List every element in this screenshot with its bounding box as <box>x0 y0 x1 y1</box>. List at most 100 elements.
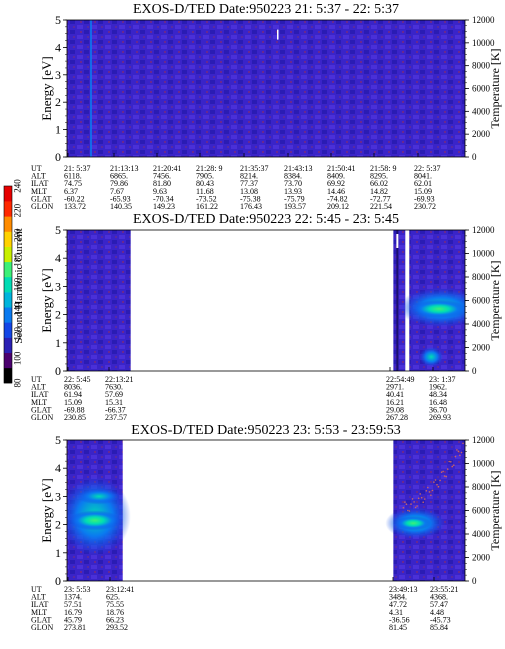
y2-tick-label: 12000 <box>472 435 495 445</box>
table-cell: 23:12:41 <box>106 585 134 594</box>
y2-tick-label: 10000 <box>472 249 495 259</box>
y-tick-label: 2 <box>55 95 61 109</box>
colorbar-swatch <box>4 292 12 308</box>
table-row-label: UT <box>31 585 42 594</box>
table-cell: -45.73 <box>430 615 451 624</box>
temperature-point <box>439 479 441 482</box>
y2-tick-label: 10000 <box>472 38 495 48</box>
table-cell: 21:50:41 <box>327 164 355 173</box>
y2-tick-label: 0 <box>472 152 477 162</box>
table-row-label: GLON <box>31 202 53 211</box>
table-cell: 176.43 <box>240 202 262 211</box>
table-row-label: GLON <box>31 413 53 422</box>
table-cell: 7.67 <box>110 187 124 196</box>
y2-axis-label: Temperature [K] <box>488 470 502 550</box>
table-cell: 193.57 <box>284 202 306 211</box>
table-cell: 66.23 <box>106 615 124 624</box>
table-cell: 22: 5:45 <box>64 375 90 384</box>
y-tick-label: 2 <box>55 518 61 532</box>
colorbar-tick-label: 160 <box>13 277 23 291</box>
table-cell: 8214. <box>240 172 258 181</box>
table-cell: 7905. <box>196 172 214 181</box>
y2-tick-label: 6000 <box>472 506 491 516</box>
flux-core <box>68 510 121 531</box>
temperature-point <box>457 450 460 453</box>
table-cell: 230.72 <box>414 202 436 211</box>
temperature-point <box>411 498 414 500</box>
y-tick-label: 0 <box>55 574 61 588</box>
flux-core <box>411 299 465 318</box>
table-cell: 57.69 <box>105 390 123 399</box>
y2-tick-label: 8000 <box>472 272 491 282</box>
table-cell: 273.81 <box>64 623 86 632</box>
table-cell: 69.92 <box>327 179 345 188</box>
temperature-point <box>434 479 437 481</box>
panel-3: EXOS-D/TED Date:950223 23: 5:53 - 23:59:… <box>31 423 502 632</box>
colorbar-swatch <box>4 231 12 247</box>
temperature-point <box>419 493 422 495</box>
table-cell: 57.51 <box>64 600 82 609</box>
table-cell: 13.93 <box>284 187 302 196</box>
table-cell: 221.54 <box>370 202 392 211</box>
table-cell: 209.12 <box>327 202 349 211</box>
y2-tick-label: 12000 <box>472 15 495 25</box>
table-cell: 4.31 <box>389 608 403 617</box>
table-cell: 8295. <box>370 172 388 181</box>
table-cell: 4.48 <box>430 608 444 617</box>
table-cell: 625. <box>106 593 120 602</box>
table-cell: 267.28 <box>386 413 408 422</box>
temperature-point <box>413 501 415 503</box>
table-cell: 45.79 <box>64 615 82 624</box>
table-row-label: GLAT <box>31 194 52 203</box>
temperature-point <box>445 475 448 478</box>
colorbar-swatch <box>4 367 12 384</box>
spectrogram <box>67 440 465 581</box>
colorbar-tick-label: 80 <box>13 378 23 388</box>
table-cell: 21: 5:37 <box>64 164 90 173</box>
y-tick-label: 3 <box>55 279 61 293</box>
temperature-point <box>416 505 418 507</box>
table-cell: 74.75 <box>64 179 82 188</box>
table-cell: 21:13:13 <box>110 164 138 173</box>
table-row-label: GLAT <box>31 615 52 624</box>
table-cell: 21:35:37 <box>240 164 268 173</box>
temperature-point <box>440 471 443 474</box>
table-row-label: ALT <box>31 593 46 602</box>
table-cell: 7456. <box>153 172 171 181</box>
panels: EXOS-D/TED Date:950223 21: 5:37 - 22: 5:… <box>31 2 502 632</box>
table-cell: 23: 5:53 <box>64 585 90 594</box>
table-cell: 23:55:21 <box>430 585 458 594</box>
table-cell: 57.47 <box>430 600 448 609</box>
table-row-label: ILAT <box>31 600 48 609</box>
temperature-point <box>436 483 438 486</box>
temperature-point <box>427 486 429 489</box>
y2-tick-label: 6000 <box>472 296 491 306</box>
table-cell: 2971. <box>386 383 404 392</box>
colorbar-swatch <box>4 337 12 353</box>
table-cell: 6118. <box>64 172 82 181</box>
table-row-label: ILAT <box>31 179 48 188</box>
panel-title: EXOS-D/TED Date:950223 23: 5:53 - 23:59:… <box>131 423 400 438</box>
y-tick-label: 4 <box>55 251 61 265</box>
table-cell: 15.09 <box>414 187 432 196</box>
table-cell: 8384. <box>284 172 302 181</box>
y2-tick-label: 10000 <box>472 459 495 469</box>
y-tick-label: 5 <box>55 433 61 447</box>
temperature-point <box>428 491 431 493</box>
colorbar-label: Second Harmonic Current <box>13 228 25 343</box>
temperature-point <box>407 509 409 512</box>
table-cell: -65.93 <box>110 194 131 203</box>
table-row-label: ALT <box>31 172 46 181</box>
temperature-point <box>431 489 434 492</box>
table-cell: 149.23 <box>153 202 175 211</box>
table-cell: 61.94 <box>64 390 82 399</box>
colorbar-swatch <box>4 307 12 323</box>
colorbar: 80 100 120 140 160 180 200 220 240 <box>3 179 23 388</box>
colorbar-tick-label: 220 <box>13 203 23 217</box>
y-tick-label: 3 <box>55 489 61 503</box>
table-cell: 133.72 <box>64 202 86 211</box>
temperature-point <box>446 468 449 470</box>
temperature-point <box>414 506 417 509</box>
table-row-label: ALT <box>31 383 46 392</box>
